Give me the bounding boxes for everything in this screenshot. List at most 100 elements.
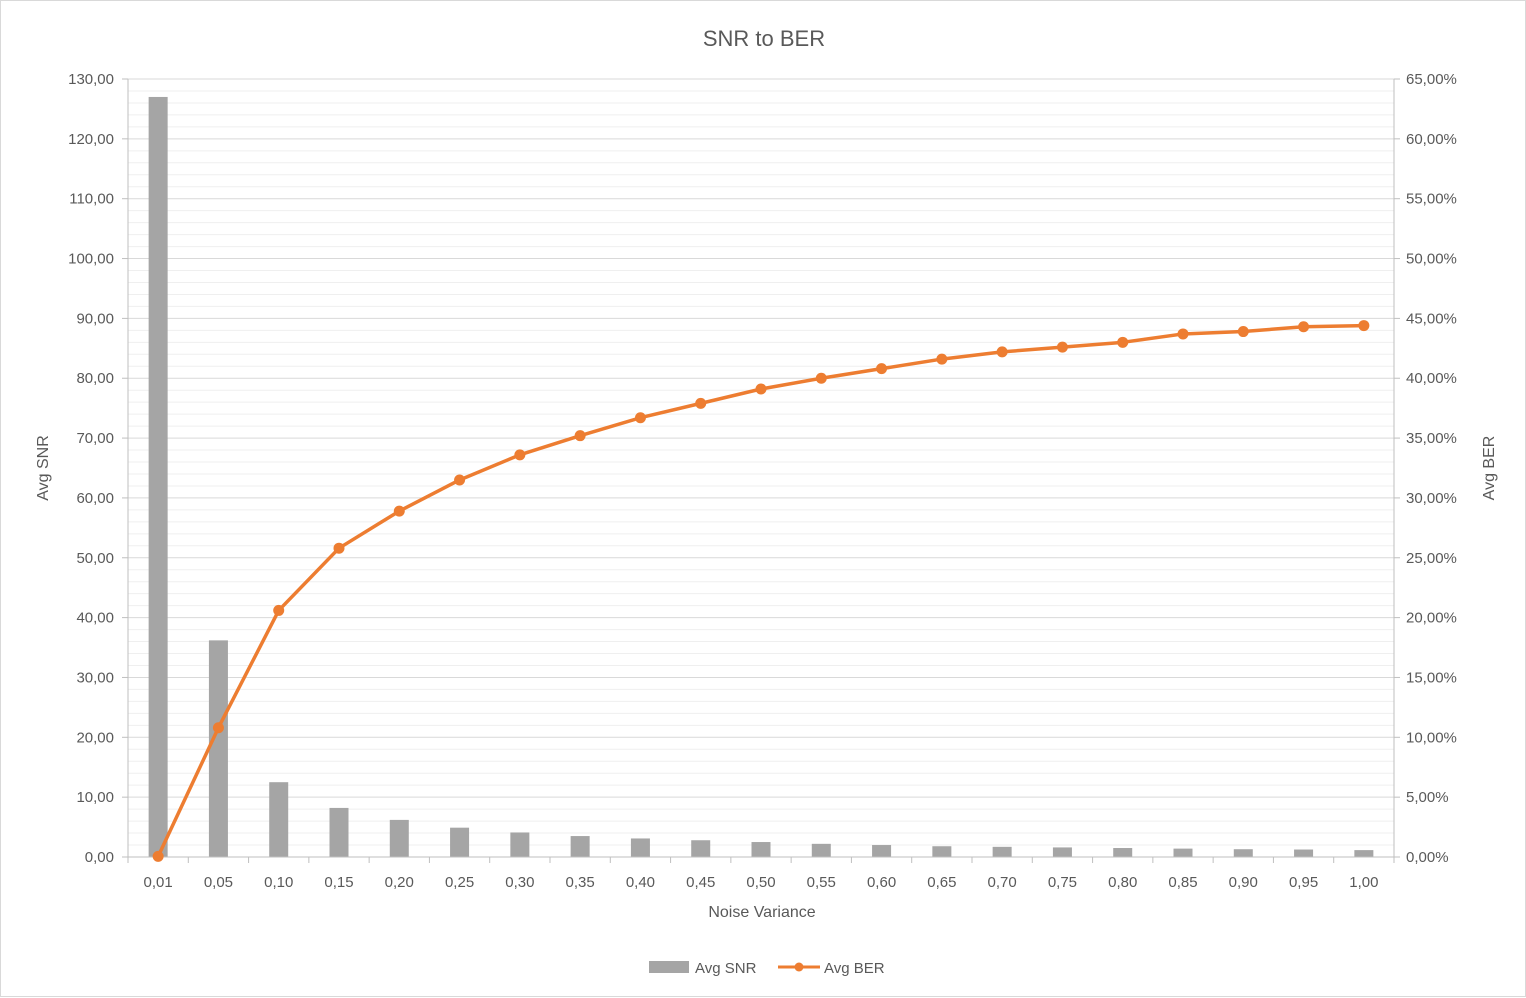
chart-title: SNR to BER xyxy=(703,26,825,51)
y2-tick-label: 25,00% xyxy=(1406,550,1457,567)
bar-avg-snr xyxy=(1173,848,1193,857)
point-avg-ber xyxy=(876,363,888,375)
bar-avg-snr xyxy=(450,827,470,857)
point-avg-ber xyxy=(695,397,707,409)
x-tick-label: 0,35 xyxy=(566,874,595,891)
point-avg-ber xyxy=(333,542,345,554)
x-tick-label: 0,01 xyxy=(144,874,173,891)
bar-avg-snr xyxy=(570,836,590,857)
y-tick-label: 90,00 xyxy=(76,310,114,327)
y-tick-label: 100,00 xyxy=(68,251,114,268)
bar-avg-snr xyxy=(1294,849,1314,857)
point-avg-ber xyxy=(1056,341,1068,353)
y2-tick-label: 45,00% xyxy=(1406,310,1457,327)
x-tick-label: 0,80 xyxy=(1108,874,1137,891)
bar-avg-snr xyxy=(329,807,349,857)
y2-tick-label: 60,00% xyxy=(1406,131,1457,148)
bar-avg-snr xyxy=(630,838,650,857)
y2-tick-label: 35,00% xyxy=(1406,430,1457,447)
point-avg-ber xyxy=(574,430,586,442)
y2-tick-label: 50,00% xyxy=(1406,251,1457,268)
point-avg-ber xyxy=(755,383,767,395)
y-tick-label: 0,00 xyxy=(85,849,114,866)
line-avg-ber xyxy=(156,323,1366,859)
x-tick-label: 0,95 xyxy=(1289,874,1318,891)
bar-avg-snr xyxy=(811,843,831,857)
bar-avg-snr xyxy=(1354,850,1374,857)
bar-avg-snr xyxy=(691,840,711,857)
y2-tick-label: 20,00% xyxy=(1406,610,1457,627)
point-avg-ber xyxy=(1237,326,1249,338)
y-tick-label: 70,00 xyxy=(76,430,114,447)
point-avg-ber xyxy=(393,505,405,517)
gridlines xyxy=(128,78,1394,846)
y-tick-label: 120,00 xyxy=(68,131,114,148)
bar-avg-snr xyxy=(389,819,409,857)
y2-tick-label: 40,00% xyxy=(1406,370,1457,387)
y2-tick-label: 5,00% xyxy=(1406,789,1449,806)
legend-label-avg-ber: Avg BER xyxy=(824,960,885,977)
x-tick-label: 0,70 xyxy=(988,874,1017,891)
point-avg-ber xyxy=(454,474,466,486)
bar-avg-snr xyxy=(148,96,168,857)
y2-tick-label: 15,00% xyxy=(1406,669,1457,686)
x-tick-label: 0,05 xyxy=(204,874,233,891)
y-tick-label: 30,00 xyxy=(76,669,114,686)
y2-tick-label: 0,00% xyxy=(1406,849,1449,866)
bar-avg-snr xyxy=(992,846,1012,857)
legend-swatch-avg-snr xyxy=(649,961,689,973)
y-axis-title: Avg SNR xyxy=(35,435,52,501)
point-avg-ber xyxy=(1298,321,1310,333)
point-avg-ber xyxy=(1117,336,1129,348)
x-tick-label: 0,20 xyxy=(385,874,414,891)
x-tick-label: 0,85 xyxy=(1168,874,1197,891)
point-avg-ber xyxy=(1358,320,1370,332)
legend: Avg SNR Avg BER xyxy=(649,960,885,977)
y2-tick-label: 10,00% xyxy=(1406,729,1457,746)
x-axis-title: Noise Variance xyxy=(708,904,815,921)
y2-tick-label: 30,00% xyxy=(1406,490,1457,507)
x-tick-label: 0,40 xyxy=(626,874,655,891)
bar-avg-snr xyxy=(872,845,892,857)
axes: 0,00 10,00 20,00 30,00 40,00 50,00 60,00 70,00 8… xyxy=(68,71,1457,891)
point-avg-ber xyxy=(212,722,224,734)
legend-label-avg-snr: Avg SNR xyxy=(695,960,757,977)
point-avg-ber xyxy=(152,850,164,862)
y-tick-label: 110,00 xyxy=(69,191,114,208)
x-tick-label: 0,55 xyxy=(807,874,836,891)
y2-tick-label: 55,00% xyxy=(1406,191,1457,208)
point-avg-ber xyxy=(273,604,285,616)
bar-avg-snr xyxy=(510,832,530,857)
x-tick-label: 0,30 xyxy=(505,874,534,891)
y-tick-label: 20,00 xyxy=(76,729,114,746)
legend-swatch-avg-ber-marker xyxy=(794,962,804,972)
snr-bars xyxy=(148,96,1374,857)
bar-avg-snr xyxy=(751,842,771,857)
x-tick-label: 0,75 xyxy=(1048,874,1077,891)
bar-avg-snr xyxy=(1113,848,1133,857)
bar-avg-snr xyxy=(269,782,289,857)
point-avg-ber xyxy=(996,346,1008,358)
y-tick-label: 80,00 xyxy=(76,370,114,387)
y-tick-label: 40,00 xyxy=(76,610,114,627)
point-avg-ber xyxy=(936,353,948,365)
x-tick-label: 0,50 xyxy=(746,874,775,891)
y-tick-label: 10,00 xyxy=(76,789,114,806)
bar-avg-snr xyxy=(1233,849,1253,857)
y-tick-label: 50,00 xyxy=(76,550,114,567)
x-tick-label: 0,25 xyxy=(445,874,474,891)
point-avg-ber xyxy=(1177,328,1189,340)
y-tick-label: 60,00 xyxy=(76,490,114,507)
y-tick-label: 130,00 xyxy=(68,71,114,88)
point-avg-ber xyxy=(514,449,526,461)
x-tick-label: 0,65 xyxy=(927,874,956,891)
x-tick-label: 0,60 xyxy=(867,874,896,891)
x-tick-label: 1,00 xyxy=(1349,874,1378,891)
point-avg-ber xyxy=(634,412,646,424)
ber-line-series xyxy=(152,320,1370,862)
x-tick-label: 0,90 xyxy=(1229,874,1258,891)
bar-avg-snr xyxy=(932,846,952,857)
bar-avg-snr xyxy=(1052,847,1072,857)
